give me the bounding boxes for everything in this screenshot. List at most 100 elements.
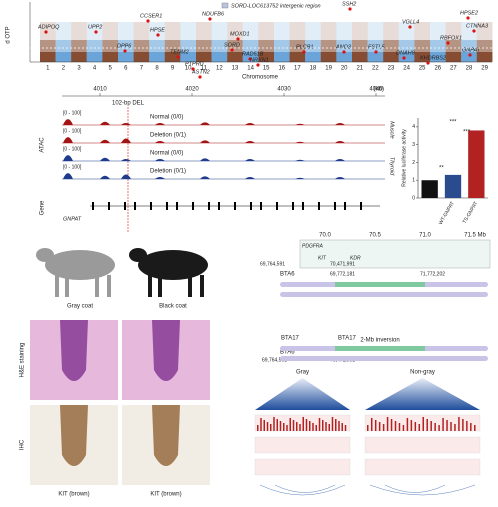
track-range: [0 - 100]	[63, 128, 82, 134]
signal	[292, 420, 295, 431]
signal	[398, 423, 401, 431]
coat-caption: Gray coat	[67, 304, 93, 310]
unit: (kb)	[374, 87, 384, 93]
signal	[325, 422, 327, 431]
hit	[123, 49, 127, 53]
exon	[292, 202, 294, 210]
chrom-label: 8	[155, 66, 159, 72]
cow-head	[129, 248, 147, 262]
cow-leg	[200, 275, 204, 297]
peak	[200, 176, 210, 179]
chrom-label: 21	[356, 66, 363, 72]
signal	[344, 425, 347, 431]
hit	[146, 19, 150, 23]
signal	[309, 421, 311, 431]
locus-box	[299, 239, 491, 269]
chrom-label: 7	[140, 66, 144, 72]
chrom-label: 3	[77, 66, 81, 72]
gene-name: GNPAT	[63, 216, 82, 222]
position: 71,772,202	[420, 271, 445, 277]
signal	[286, 425, 288, 431]
chrom-label: 28	[466, 66, 473, 72]
chrom-band	[305, 52, 321, 62]
chrom-label: 5	[109, 66, 113, 72]
hit	[426, 61, 430, 65]
photos: Gray coat Black coat H&E staining IHC KIT (b…	[20, 248, 210, 498]
hit	[402, 56, 406, 60]
signal	[289, 418, 291, 431]
chrom-band	[71, 52, 87, 62]
signal	[422, 417, 424, 431]
position: 70,471,991	[330, 261, 355, 267]
y-tick-label: 1	[412, 178, 415, 184]
chrom-label: 14	[247, 66, 254, 72]
exon	[234, 202, 236, 210]
peak	[155, 159, 165, 161]
gene-label: ASTN2	[191, 69, 210, 75]
chrom-band	[414, 52, 430, 62]
signal	[430, 421, 432, 431]
gene-label: PTPRD	[185, 61, 204, 67]
exon	[108, 202, 110, 210]
signal	[434, 423, 436, 431]
gene-label: RBFOX1	[440, 35, 462, 41]
gene-label: FSTL5	[368, 44, 385, 50]
chrom-band	[274, 52, 290, 62]
chrom-label: 19	[325, 66, 332, 72]
chrom-band	[445, 52, 462, 62]
exon	[276, 202, 278, 210]
signal	[273, 417, 275, 431]
chrom-label: 20	[341, 66, 348, 72]
chrom-band	[86, 52, 103, 62]
signal	[442, 418, 444, 431]
significance: ***	[463, 130, 471, 136]
coord: 4010	[93, 87, 107, 93]
peak	[295, 159, 305, 161]
chrom-label: 24	[403, 66, 410, 72]
cow-leg	[188, 275, 192, 297]
hit	[374, 50, 378, 54]
exon	[124, 202, 126, 210]
signal	[305, 419, 308, 431]
locus-gene: KIT	[318, 255, 327, 261]
gene-label: NDUFB6	[202, 11, 225, 17]
peak	[245, 123, 255, 125]
peak	[335, 159, 345, 161]
coat-caption: Black coat	[159, 304, 187, 310]
chrom-band	[118, 52, 134, 62]
chrom-band	[55, 52, 72, 62]
cow-leg	[55, 275, 59, 297]
bar-chart: 0 1 2 3 4 Relative luciferase activity WT-GNPA…	[401, 118, 488, 226]
chrom-band	[367, 52, 384, 62]
gene-label: SORD	[224, 42, 240, 48]
gene-label: KHDRBS2	[420, 55, 446, 61]
chrom-label: 26	[434, 66, 441, 72]
locus-coord: 70.5	[369, 233, 381, 239]
chrom-band	[320, 52, 337, 62]
exon	[134, 202, 136, 210]
chrom-label: 13	[232, 66, 239, 72]
track	[254, 458, 351, 476]
gene-label: VGLL4	[402, 19, 419, 25]
manhattan-plot: 1 2 3 4 5 6 7 8 9 10 11 12 13 14 15 16 17 18 19 20 21 22 23 24 2…	[29, 1, 493, 79]
chrom-band	[289, 52, 306, 62]
signal	[266, 422, 269, 431]
bar	[444, 174, 462, 198]
signal	[374, 420, 377, 431]
peak	[121, 159, 131, 161]
signal	[418, 424, 421, 431]
chrom-label: 18	[310, 66, 317, 72]
hit	[468, 53, 472, 57]
track-range: [0 - 100]	[63, 146, 82, 152]
peak	[63, 137, 73, 143]
chrom-band	[164, 52, 181, 62]
chrom-band	[196, 52, 212, 62]
peak	[100, 139, 110, 143]
signal	[450, 422, 452, 431]
coord: 4020	[185, 87, 199, 93]
chrom-band	[211, 52, 228, 62]
gene-label: RAD51B	[242, 51, 264, 57]
signal	[283, 423, 285, 431]
signal	[466, 421, 468, 431]
peak	[121, 174, 131, 179]
